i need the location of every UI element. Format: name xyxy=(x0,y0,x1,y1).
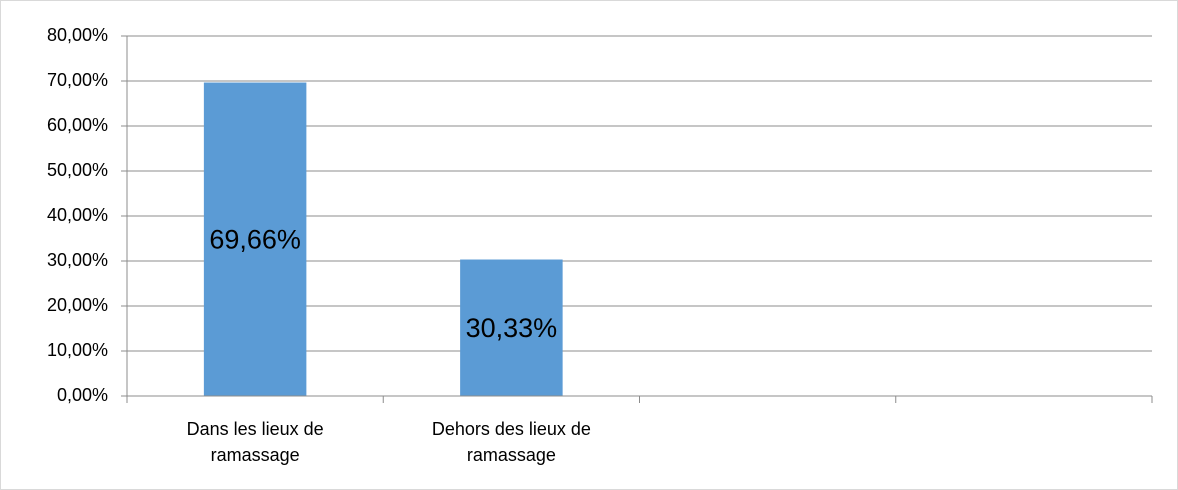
x-tick-label: Dehors des lieux de ramassage xyxy=(431,419,591,465)
data-label: 30,33% xyxy=(466,313,558,343)
y-tick-label: 60,00% xyxy=(47,115,108,135)
y-tick-label: 30,00% xyxy=(47,250,108,270)
y-tick-label: 10,00% xyxy=(47,340,108,360)
bar xyxy=(460,259,563,396)
data-label: 69,66% xyxy=(209,224,301,254)
y-tick-label: 0,00% xyxy=(57,385,108,405)
y-tick-label: 80,00% xyxy=(47,25,108,45)
y-tick-label: 50,00% xyxy=(47,160,108,180)
y-tick-label: 40,00% xyxy=(47,205,108,225)
bar xyxy=(203,82,307,396)
x-tick-label: Dans les lieux de ramassage xyxy=(186,419,324,465)
y-tick-label: 20,00% xyxy=(47,295,108,315)
y-tick-label: 70,00% xyxy=(47,70,108,90)
